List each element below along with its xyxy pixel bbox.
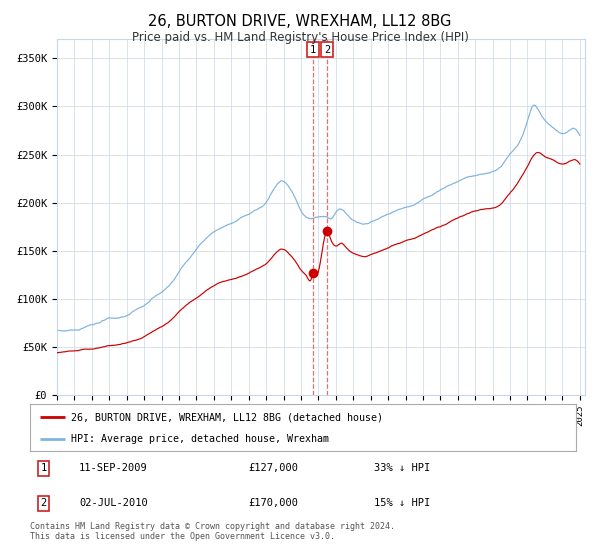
Text: Contains HM Land Registry data © Crown copyright and database right 2024.
This d: Contains HM Land Registry data © Crown c… [30, 522, 395, 542]
Text: 1: 1 [310, 45, 316, 54]
Text: 26, BURTON DRIVE, WREXHAM, LL12 8BG (detached house): 26, BURTON DRIVE, WREXHAM, LL12 8BG (det… [71, 412, 383, 422]
Text: 02-JUL-2010: 02-JUL-2010 [79, 498, 148, 508]
Text: 11-SEP-2009: 11-SEP-2009 [79, 464, 148, 473]
Text: 26, BURTON DRIVE, WREXHAM, LL12 8BG: 26, BURTON DRIVE, WREXHAM, LL12 8BG [148, 14, 452, 29]
Text: 2: 2 [41, 498, 47, 508]
Text: 2: 2 [324, 45, 330, 54]
Text: £170,000: £170,000 [248, 498, 298, 508]
Text: Price paid vs. HM Land Registry's House Price Index (HPI): Price paid vs. HM Land Registry's House … [131, 31, 469, 44]
Text: 15% ↓ HPI: 15% ↓ HPI [374, 498, 430, 508]
Text: 1: 1 [41, 464, 47, 473]
Text: 33% ↓ HPI: 33% ↓ HPI [374, 464, 430, 473]
Text: HPI: Average price, detached house, Wrexham: HPI: Average price, detached house, Wrex… [71, 433, 329, 444]
Text: £127,000: £127,000 [248, 464, 298, 473]
